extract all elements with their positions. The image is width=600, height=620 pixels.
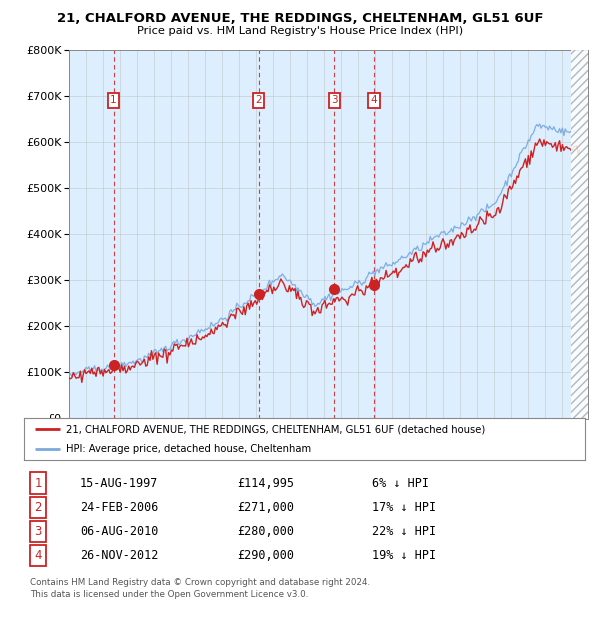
Bar xyxy=(571,50,588,419)
Text: £280,000: £280,000 xyxy=(237,525,294,538)
Text: 4: 4 xyxy=(370,95,377,105)
Text: 21, CHALFORD AVENUE, THE REDDINGS, CHELTENHAM, GL51 6UF: 21, CHALFORD AVENUE, THE REDDINGS, CHELT… xyxy=(57,12,543,25)
Text: 6% ↓ HPI: 6% ↓ HPI xyxy=(372,477,429,490)
Text: 22% ↓ HPI: 22% ↓ HPI xyxy=(372,525,436,538)
Text: 06-AUG-2010: 06-AUG-2010 xyxy=(80,525,158,538)
Text: 15-AUG-1997: 15-AUG-1997 xyxy=(80,477,158,490)
Text: 2: 2 xyxy=(34,501,42,514)
Text: 4: 4 xyxy=(34,549,42,562)
Text: 3: 3 xyxy=(331,95,338,105)
Text: Price paid vs. HM Land Registry's House Price Index (HPI): Price paid vs. HM Land Registry's House … xyxy=(137,26,463,36)
Text: 17% ↓ HPI: 17% ↓ HPI xyxy=(372,501,436,514)
Text: 21, CHALFORD AVENUE, THE REDDINGS, CHELTENHAM, GL51 6UF (detached house): 21, CHALFORD AVENUE, THE REDDINGS, CHELT… xyxy=(66,424,485,434)
Text: HPI: Average price, detached house, Cheltenham: HPI: Average price, detached house, Chel… xyxy=(66,444,311,454)
Text: £290,000: £290,000 xyxy=(237,549,294,562)
Text: 2: 2 xyxy=(255,95,262,105)
Text: 24-FEB-2006: 24-FEB-2006 xyxy=(80,501,158,514)
Text: £271,000: £271,000 xyxy=(237,501,294,514)
Text: 19% ↓ HPI: 19% ↓ HPI xyxy=(372,549,436,562)
Text: 1: 1 xyxy=(110,95,117,105)
Text: 3: 3 xyxy=(34,525,42,538)
Text: Contains HM Land Registry data © Crown copyright and database right 2024.: Contains HM Land Registry data © Crown c… xyxy=(30,578,370,587)
Text: 26-NOV-2012: 26-NOV-2012 xyxy=(80,549,158,562)
Text: £114,995: £114,995 xyxy=(237,477,294,490)
Text: 1: 1 xyxy=(34,477,42,490)
Text: This data is licensed under the Open Government Licence v3.0.: This data is licensed under the Open Gov… xyxy=(30,590,308,600)
